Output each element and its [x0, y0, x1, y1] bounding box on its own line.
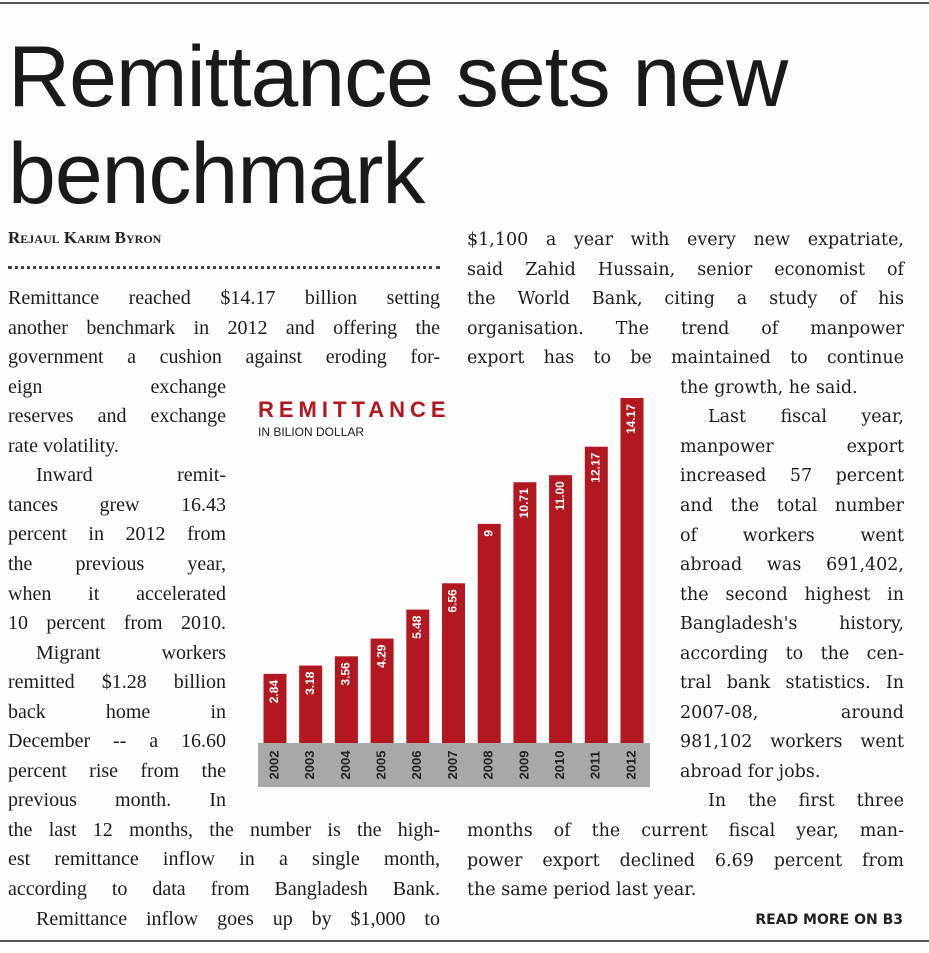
bar — [263, 673, 287, 743]
bottom-rule — [0, 940, 929, 942]
read-more: READ MORE ON B3 — [755, 912, 903, 928]
text-line: increased 57 percent — [680, 466, 904, 487]
bar — [620, 398, 644, 743]
x-tick-label: 2007 — [445, 751, 460, 780]
bar — [370, 638, 394, 743]
text-line: Remittance reached $14.17 billion settin… — [8, 287, 440, 309]
text-line: percent rise from the — [8, 759, 226, 782]
value-label: 6.56 — [446, 589, 460, 613]
text-line: Migrant workers — [36, 641, 226, 664]
text-line: tral bank statistics. In — [680, 673, 904, 694]
x-tick-label: 2011 — [588, 751, 603, 779]
byline: Rejaul Karim Byron — [8, 228, 162, 247]
x-tick-label: 2012 — [623, 751, 638, 780]
text-line: and the total number — [680, 495, 904, 516]
text-line: eign exchange — [8, 375, 226, 398]
bar — [406, 609, 430, 743]
text-line: another benchmark in 2012 and offering t… — [8, 316, 440, 339]
text-line: 981,102 workers went — [680, 732, 904, 753]
text-line: abroad for jobs. — [680, 761, 821, 782]
text-line: tances grew 16.43 — [8, 493, 226, 516]
text-line: Inward remit- — [36, 464, 226, 487]
value-label: 3.18 — [303, 671, 317, 695]
bar — [299, 665, 323, 743]
text-line: government a cushion against eroding for… — [8, 346, 440, 369]
text-line: est remittance inflow in a single month, — [8, 848, 440, 871]
text-line: the World Bank, citing a study of his — [467, 289, 904, 310]
text-line: organisation. The trend of manpower — [467, 318, 904, 339]
text-line: remitted $1.28 billion — [8, 671, 226, 694]
text-line: the same period last year. — [467, 880, 697, 901]
bar — [549, 475, 573, 743]
value-label: 2.84 — [267, 680, 281, 704]
text-line: months of the current fiscal year, man- — [467, 821, 904, 841]
text-line: previous month. In — [8, 789, 226, 812]
text-line: the second highest in — [680, 584, 904, 605]
text-line: reserves and exchange — [8, 405, 226, 428]
x-tick-label: 2004 — [338, 750, 353, 780]
headline: Remittance sets new — [8, 29, 788, 125]
value-label: 10.71 — [517, 488, 531, 518]
text-line: the last 12 months, the number is the hi… — [8, 818, 440, 841]
text-line: the growth, he said. — [680, 377, 858, 398]
text-line: of workers went — [680, 525, 904, 546]
bar — [513, 482, 537, 743]
category-band — [258, 743, 650, 787]
x-tick-label: 2002 — [266, 751, 281, 780]
headline: benchmark — [8, 126, 425, 222]
text-line: said Zahid Hussain, senior economist of — [467, 259, 904, 280]
text-line: $1,100 a year with every new expatriate, — [467, 230, 904, 250]
chart-subtitle: IN BILION DOLLAR — [258, 425, 364, 439]
text-line: the previous year, — [8, 552, 226, 575]
text-line: when it accelerated — [8, 582, 226, 605]
value-label: 4.29 — [374, 644, 388, 668]
text-line: Bangladesh's history, — [680, 614, 904, 635]
x-tick-label: 2010 — [552, 751, 567, 780]
text-line: according to data from Bangladesh Bank. — [8, 878, 440, 900]
x-tick-label: 2003 — [302, 751, 317, 780]
text-line: abroad was 691,402, — [680, 555, 904, 576]
chart-title: REMITTANCE — [258, 397, 451, 422]
value-label: 11.00 — [553, 481, 567, 511]
value-label: 5.48 — [410, 615, 424, 639]
text-line: December -- a 16.60 — [8, 730, 226, 753]
bar — [442, 583, 465, 743]
bar — [477, 523, 501, 743]
bar — [584, 446, 608, 743]
x-tick-label: 2009 — [516, 751, 531, 780]
text-line: power export declined 6.69 percent from — [467, 850, 904, 871]
text-line: export has to be maintained to continue — [467, 348, 904, 369]
bar — [334, 656, 358, 743]
text-line: percent in 2012 from — [8, 523, 226, 546]
divider — [8, 266, 440, 269]
value-label: 3.56 — [339, 662, 353, 686]
top-rule — [0, 2, 929, 4]
text-line: In the first three — [708, 791, 904, 812]
text-line: according to the cen- — [680, 643, 904, 664]
text-line: Last fiscal year, — [708, 407, 904, 428]
text-line: 10 percent from 2010. — [8, 612, 226, 635]
x-tick-label: 2005 — [374, 751, 389, 780]
value-label: 12.17 — [588, 452, 602, 482]
value-label: 9 — [481, 530, 495, 537]
text-line: manpower export — [680, 436, 904, 457]
text-line: rate volatility. — [8, 434, 119, 457]
x-tick-label: 2008 — [481, 751, 496, 780]
text-line: back home in — [8, 700, 226, 723]
x-tick-label: 2006 — [409, 751, 424, 780]
text-line: 2007-08, around — [680, 702, 904, 723]
value-label: 14.17 — [624, 404, 638, 434]
text-line: Remittance inflow goes up by $1,000 to — [36, 907, 440, 930]
